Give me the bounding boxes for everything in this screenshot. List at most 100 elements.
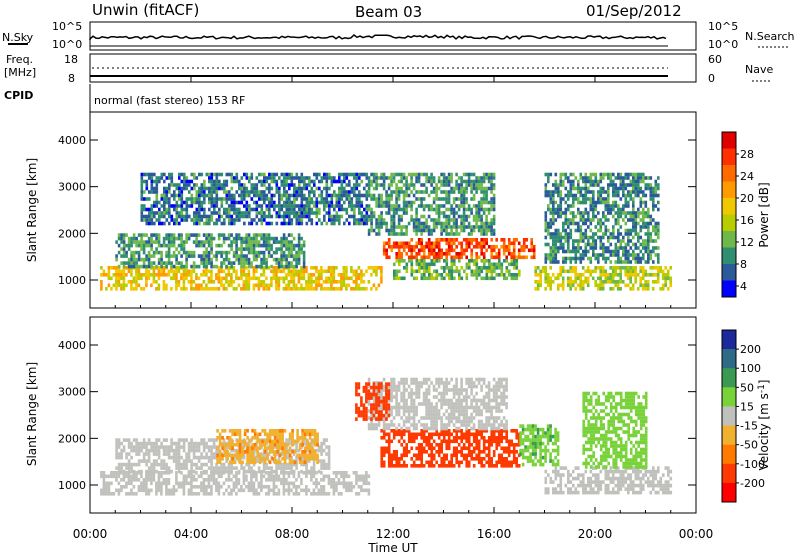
heatmap-cell-2: [246, 204, 249, 208]
heatmap-cell-5: [465, 201, 468, 205]
heatmap-cell-2: [146, 222, 149, 226]
heatmap-cell-0: [335, 489, 338, 493]
heatmap-cell-4: [396, 277, 399, 281]
heatmap-cell-1: [235, 254, 238, 258]
heatmap-cell-5: [400, 225, 403, 229]
heatmap-cell-3: [518, 256, 521, 260]
heatmap-cell-0: [320, 273, 323, 277]
heatmap-cell-2: [258, 204, 261, 208]
heatmap-cell-2: [283, 176, 286, 180]
heatmap-cell-7: [655, 190, 658, 194]
heatmap-cell-6: [544, 287, 547, 291]
heatmap-cell-0: [113, 266, 116, 270]
heatmap-cell-2: [298, 187, 301, 191]
heatmap-cell-0: [228, 475, 231, 479]
heatmap-cell-3: [458, 256, 461, 260]
heatmap-cell-7: [622, 236, 625, 240]
heatmap-cell-7: [560, 176, 563, 180]
heatmap-cell-5: [448, 176, 451, 180]
heatmap-cell-1: [298, 237, 301, 241]
heatmap-cell-0: [163, 287, 166, 291]
heatmap-cell-5: [445, 229, 448, 233]
heatmap-cell-7: [602, 253, 605, 257]
heatmap-cell-7: [637, 236, 640, 240]
heatmap-cell-2: [156, 194, 159, 198]
heatmap-cell-1: [170, 265, 173, 269]
heatmap-cell-7: [557, 204, 560, 208]
heatmap-cell-5: [423, 215, 426, 219]
heatmap-cell-3: [433, 242, 436, 246]
heatmap-cell-7: [575, 239, 578, 243]
heatmap-cell-6: [667, 277, 670, 281]
heatmap-cell-5: [395, 197, 398, 201]
heatmap-cell-5: [485, 232, 488, 236]
heatmap-cell-1: [183, 247, 186, 251]
heatmap-cell-7: [640, 204, 643, 208]
heatmap-cell-6: [627, 270, 630, 274]
heatmap-cell-1: [165, 254, 168, 258]
heatmap-cell-2: [358, 173, 361, 177]
heatmap-cell-0: [130, 273, 133, 277]
heatmap-cell-2: [208, 194, 211, 198]
heatmap-cell-1: [190, 233, 193, 237]
heatmap-cell-7: [575, 260, 578, 264]
heatmap-cell-1: [178, 459, 181, 463]
heatmap-cell-2: [288, 222, 291, 226]
heatmap-cell-3: [468, 245, 471, 249]
heatmap-cell-5: [375, 225, 378, 229]
heatmap-cell-1: [263, 237, 266, 241]
heatmap-cell-4: [418, 263, 421, 267]
heatmap-cell-7: [587, 180, 590, 184]
heatmap-cell-3: [483, 238, 486, 242]
heatmap-cell-2: [358, 194, 361, 198]
heatmap-cell-7: [555, 253, 558, 257]
heatmap-cell-2: [196, 201, 199, 205]
heatmap-cell-1: [200, 261, 203, 265]
heatmap-cell-2: [361, 222, 364, 226]
heatmap-cell-1: [205, 237, 208, 241]
heatmap-cell-5: [423, 197, 426, 201]
heatmap-cell-0: [255, 277, 258, 281]
heatmap-cell-7: [607, 208, 610, 212]
heatmap-cell-1: [280, 254, 283, 258]
heatmap-cell-2: [176, 215, 179, 219]
heatmap-cell-2: [201, 215, 204, 219]
heatmap-cell-5: [480, 229, 483, 233]
heatmap-cell-0: [273, 482, 276, 486]
heatmap-cell-1: [140, 244, 143, 248]
heatmap-cell-5: [445, 197, 448, 201]
heatmap-cell-4: [448, 273, 451, 277]
heatmap-cell-5: [473, 225, 476, 229]
heatmap-cell-5: [473, 183, 476, 187]
heatmap-cell-7: [645, 250, 648, 254]
heatmap-cell-1: [128, 459, 131, 463]
heatmap-cell-2: [366, 197, 369, 201]
heatmap-cell-1: [115, 442, 118, 446]
heatmap-cell-2: [296, 197, 299, 201]
heatmap-cell-0: [113, 492, 116, 496]
heatmap-cell-2: [301, 201, 304, 205]
heatmap-cell-1: [185, 254, 188, 258]
heatmap-cell-1: [248, 233, 251, 237]
heatmap-cell-0: [138, 270, 141, 274]
heatmap-cell-1: [203, 244, 206, 248]
heatmap-cell-1: [133, 233, 136, 237]
heatmap-cell-0: [120, 277, 123, 281]
heatmap-cell-5: [370, 215, 373, 219]
heatmap-cell-1: [168, 466, 171, 470]
heatmap-cell-2: [353, 218, 356, 222]
heatmap-cell-1: [205, 233, 208, 237]
heatmap-cell-0: [230, 273, 233, 277]
heatmap-cell-1: [283, 265, 286, 269]
heatmap-cell-2: [221, 187, 224, 191]
freq-label-1: Freq.: [6, 53, 33, 66]
heatmap-cell-2: [356, 183, 359, 187]
heatmap-cell-7: [580, 215, 583, 219]
heatmap-cell-0: [160, 482, 163, 486]
heatmap-cell-0: [340, 287, 343, 291]
heatmap-cell-6: [587, 284, 590, 288]
heatmap-cell-2: [286, 215, 289, 219]
heatmap-cell-2: [213, 204, 216, 208]
heatmap-cell-2: [353, 194, 356, 198]
heatmap-cell-0: [268, 485, 271, 489]
